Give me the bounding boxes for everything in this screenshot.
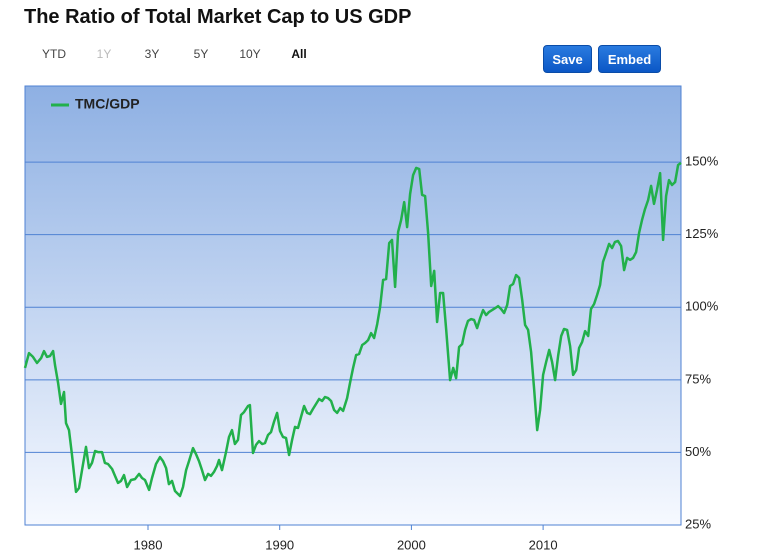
range-button[interactable]: 10Y: [239, 47, 261, 61]
x-tick-label: 1980: [134, 537, 163, 552]
series-line: [23, 161, 682, 498]
range-button[interactable]: 5Y: [193, 47, 209, 61]
save-button[interactable]: Save: [543, 45, 592, 73]
y-tick-label: 50%: [685, 444, 711, 459]
y-tick-label: 75%: [685, 371, 711, 386]
x-tick-label: 1990: [265, 537, 294, 552]
range-button[interactable]: 1Y: [96, 47, 112, 61]
chart-title: The Ratio of Total Market Cap to US GDP: [24, 6, 412, 28]
x-tick-label: 2000: [397, 537, 426, 552]
embed-button[interactable]: Embed: [598, 45, 661, 73]
range-button[interactable]: 3Y: [144, 47, 160, 61]
y-tick-label: 125%: [685, 226, 719, 241]
y-tick-label: 150%: [685, 154, 719, 169]
x-tick-label: 2010: [529, 537, 558, 552]
range-button[interactable]: YTD: [42, 47, 66, 61]
range-button[interactable]: All: [291, 47, 307, 61]
y-tick-label: 100%: [685, 299, 719, 314]
plot-area: [24, 85, 682, 526]
legend-label: TMC/GDP: [75, 96, 140, 112]
y-tick-label: 25%: [685, 516, 711, 531]
